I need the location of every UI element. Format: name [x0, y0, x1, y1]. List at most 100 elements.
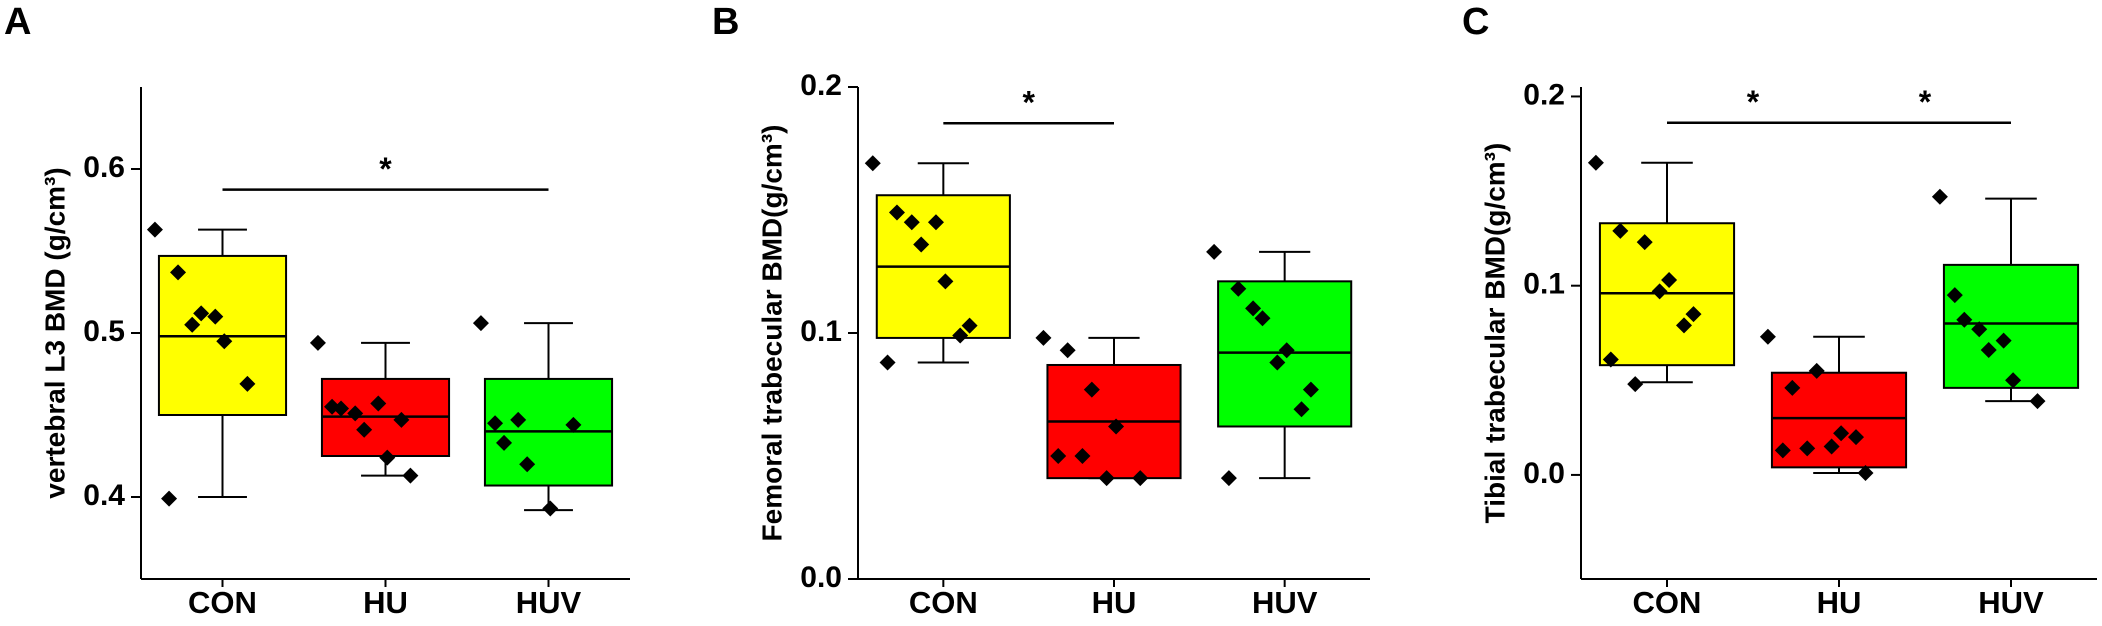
data-point [1857, 465, 1874, 482]
data-point [1132, 470, 1149, 487]
significance-label: * [1747, 84, 1760, 120]
data-point [239, 375, 256, 392]
data-point [170, 264, 187, 281]
x-tick-label: HU [1817, 585, 1862, 620]
data-point [146, 221, 163, 238]
x-tick-label: CON [909, 585, 978, 620]
data-point [1254, 310, 1271, 327]
y-axis-label: Femoral trabecular BMD(g/cm³) [756, 125, 787, 542]
data-point [1833, 425, 1850, 442]
data-point [370, 395, 387, 412]
x-tick-label: CON [188, 585, 257, 620]
data-point [1206, 243, 1223, 260]
x-tick-label: HUV [1978, 585, 2044, 620]
data-point [1059, 342, 1076, 359]
data-point [888, 204, 905, 221]
x-tick-label: HU [1092, 585, 1137, 620]
y-tick-label: 0.2 [1523, 78, 1565, 111]
y-tick-label: 0.4 [83, 479, 125, 512]
data-point [1269, 354, 1286, 371]
data-point [1636, 234, 1653, 251]
data-point [393, 411, 410, 428]
data-point [1293, 401, 1310, 418]
data-point [961, 317, 978, 334]
data-point [1931, 188, 1948, 205]
data-point [496, 434, 513, 451]
x-tick-label: HU [363, 585, 408, 620]
data-point [913, 236, 930, 253]
data-point [1661, 272, 1678, 289]
x-tick-label: HUV [1252, 585, 1318, 620]
data-point [1035, 329, 1052, 346]
data-point [510, 411, 527, 428]
x-tick-label: CON [1633, 585, 1702, 620]
data-point [1050, 448, 1067, 464]
data-point [1651, 283, 1668, 300]
data-point [1799, 440, 1816, 457]
data-point [379, 449, 396, 466]
significance-label: * [1022, 85, 1035, 121]
data-point [937, 273, 954, 290]
data-point [542, 500, 559, 517]
data-point [161, 490, 178, 507]
data-point [1784, 379, 1801, 396]
data-point [184, 316, 201, 333]
panel-letter: C [1462, 1, 1489, 43]
data-point [1602, 351, 1619, 368]
data-point [1759, 328, 1776, 345]
data-point [519, 456, 536, 473]
data-point [1278, 342, 1295, 359]
data-point [356, 421, 373, 438]
data-point [1774, 442, 1791, 459]
data-point [1946, 287, 1963, 304]
data-point [193, 305, 210, 322]
data-point [1971, 321, 1988, 338]
data-point [347, 405, 364, 422]
data-point [1098, 470, 1115, 487]
data-point [1848, 429, 1865, 446]
data-point [1823, 438, 1840, 455]
data-point [309, 334, 326, 351]
data-point [1612, 222, 1629, 239]
y-tick-label: 0.0 [800, 561, 842, 594]
y-tick-label: 0.5 [83, 315, 125, 348]
y-tick-label: 0.1 [1523, 268, 1565, 301]
y-tick-label: 0.6 [83, 151, 125, 184]
x-tick-label: HUV [516, 585, 582, 620]
data-point [1245, 300, 1262, 317]
significance-label: * [1919, 84, 1932, 120]
significance-label: * [379, 151, 392, 187]
data-point [1627, 376, 1644, 393]
data-point [207, 308, 224, 325]
panel-letter: A [4, 1, 31, 43]
y-tick-label: 0.2 [800, 69, 842, 102]
y-tick-label: 0.1 [800, 315, 842, 348]
data-point [472, 315, 489, 332]
data-point [1980, 342, 1997, 359]
data-point [487, 415, 504, 432]
data-point [879, 354, 896, 371]
data-point [1108, 418, 1125, 435]
data-point [864, 155, 881, 172]
data-point [927, 214, 944, 231]
data-point [1676, 317, 1693, 334]
data-point [1995, 332, 2012, 349]
data-point [1685, 306, 1702, 323]
data-point [324, 398, 341, 415]
data-point [952, 327, 969, 344]
data-point [1230, 280, 1247, 297]
data-point [1302, 381, 1319, 398]
y-axis-label: Tibial trabecular BMD(g/cm³) [1479, 143, 1510, 524]
data-point [1587, 154, 1604, 171]
data-point [2029, 393, 2046, 410]
data-point [565, 416, 582, 433]
data-point [1074, 448, 1091, 464]
y-tick-label: 0.0 [1523, 457, 1565, 490]
data-point [2005, 372, 2022, 389]
data-point [402, 467, 419, 484]
panel-letter: B [712, 1, 739, 43]
data-point [1220, 470, 1237, 487]
y-axis-label: vertebral L3 BMD (g/cm³) [39, 167, 70, 498]
data-point [903, 214, 920, 231]
